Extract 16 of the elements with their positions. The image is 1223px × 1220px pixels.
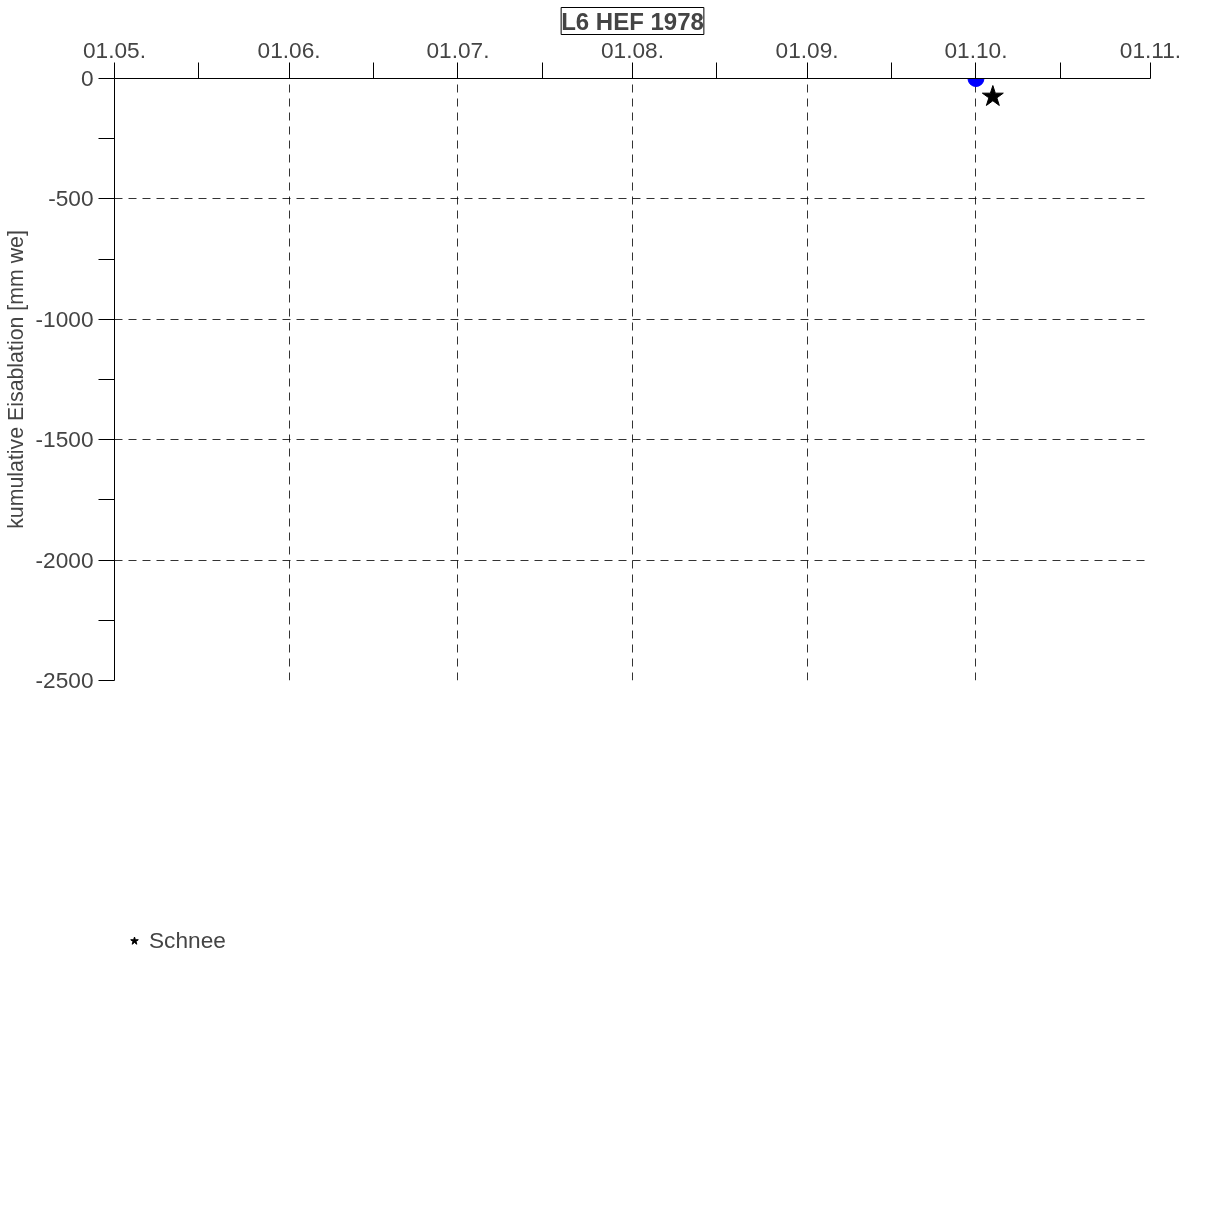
chart-title: L6 HEF 1978 — [561, 7, 704, 35]
y-tick-label: -1500 — [35, 426, 94, 453]
y-tick-label: -2500 — [35, 667, 94, 693]
y-axis-title: kumulative Eisablation [mm we] — [3, 230, 28, 529]
x-tick-label: 01.07. — [426, 36, 490, 63]
x-tick-label: 01.11. — [1119, 36, 1182, 63]
x-tick-label: 01.10. — [944, 36, 1008, 63]
y-tick-label: -2000 — [35, 546, 94, 573]
y-tick-label: -1000 — [35, 305, 94, 332]
x-tick-label: 01.09. — [775, 36, 839, 63]
legend-label: Schnee — [149, 926, 226, 954]
y-tick-label: 0 — [80, 65, 94, 91]
x-tick-label: 01.05. — [83, 36, 146, 63]
x-tick-label: 01.08. — [601, 36, 664, 63]
y-tick-label: -500 — [48, 185, 94, 212]
x-tick-label: 01.06. — [257, 36, 321, 63]
